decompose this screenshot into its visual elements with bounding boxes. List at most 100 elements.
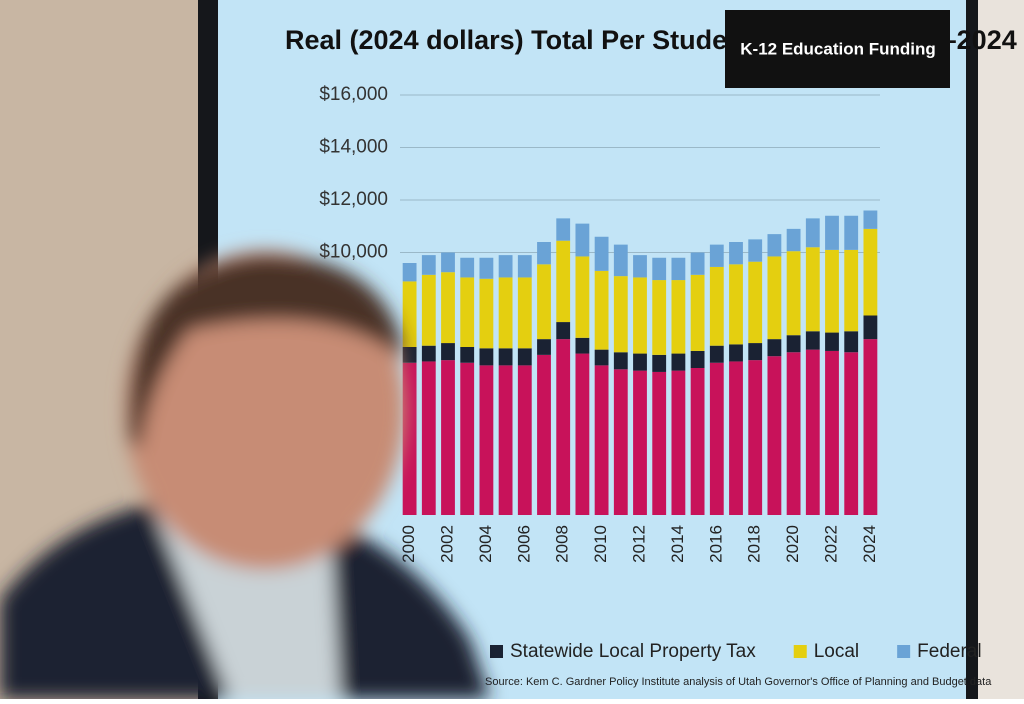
x-tick-label: 2016: [706, 525, 725, 563]
bar-segment: [460, 347, 475, 363]
source-note: Source: Kem C. Gardner Policy Institute …: [485, 676, 992, 688]
bar-segment: [421, 345, 436, 362]
bar-segment: [690, 368, 705, 515]
badge-text: K-12 Education Funding: [740, 39, 936, 58]
person-head: [125, 250, 405, 570]
bar-segment: [844, 215, 859, 250]
bar-segment: [729, 344, 743, 362]
bar-segment: [863, 228, 878, 316]
bar-segment: [460, 277, 475, 347]
bar-segment: [767, 234, 782, 257]
bar-segment: [767, 356, 782, 515]
bar-segment: [748, 360, 763, 515]
bar-segment: [652, 371, 667, 515]
bar-segment: [805, 331, 820, 350]
bar-segment: [517, 348, 532, 366]
bar-segment: [537, 264, 551, 340]
bar-segment: [709, 345, 724, 363]
bar-segment: [460, 362, 475, 515]
bar-segment: [786, 352, 801, 515]
x-tick-label: 2000: [399, 525, 418, 563]
bar-segment: [709, 266, 724, 346]
bar-segment: [786, 251, 801, 336]
bar-segment: [748, 261, 763, 344]
bar-segment: [825, 332, 839, 351]
x-tick-label: 2006: [514, 525, 533, 563]
chart: Real (2024 dollars) Total Per Student Fu…: [285, 10, 1017, 688]
bar-segment: [556, 339, 571, 515]
legend-swatch: [897, 645, 911, 658]
bar-segment: [594, 365, 609, 515]
x-tick-label: 2020: [783, 525, 802, 563]
bar-segment: [498, 277, 513, 349]
bar-segment: [441, 252, 455, 273]
bar-segment: [613, 244, 628, 277]
bar-segment: [613, 352, 628, 370]
bar-segment: [825, 249, 839, 333]
x-tick-label: 2014: [668, 525, 687, 563]
bar-segment: [690, 350, 705, 368]
bar-segment: [498, 365, 513, 515]
bar-segment: [825, 350, 839, 515]
person-blurred: [0, 250, 490, 699]
bar-segment: [575, 223, 590, 257]
bar-segment: [575, 353, 590, 515]
bar-segment: [844, 352, 859, 515]
bar-segment: [748, 239, 763, 262]
bar-segment: [671, 370, 686, 515]
bar-segment: [402, 263, 417, 282]
bar-segment: [786, 335, 801, 353]
bar-segment: [517, 365, 532, 515]
bar-segment: [479, 257, 494, 279]
bar-segment: [690, 274, 705, 351]
bar-segment: [421, 361, 436, 515]
bar-segment: [652, 354, 667, 372]
bar-segment: [633, 353, 647, 371]
bar-segment: [498, 255, 513, 278]
bar-segment: [863, 339, 878, 515]
bar-segment: [633, 370, 647, 515]
bar-segment: [633, 277, 647, 354]
bar-segment: [863, 210, 878, 229]
bar-segment: [517, 277, 532, 349]
bar-segment: [633, 255, 647, 278]
bar-segment: [479, 365, 494, 515]
bar-segment: [402, 362, 417, 515]
bar-segment: [594, 236, 609, 271]
bar-segment: [729, 361, 743, 515]
x-tick-label: 2004: [476, 525, 495, 563]
bar-segment: [863, 315, 878, 340]
bar-segment: [671, 280, 686, 354]
x-tick-label: 2024: [860, 525, 879, 563]
bar-segment: [805, 218, 820, 248]
bar-segment: [421, 274, 436, 346]
bar-segment: [575, 256, 590, 338]
bar-segment: [825, 215, 839, 250]
y-tick-label: $14,000: [319, 137, 388, 158]
bar-segment: [479, 348, 494, 366]
y-tick-label: $12,000: [319, 189, 388, 210]
bar-segment: [748, 343, 763, 361]
x-tick-label: 2022: [821, 525, 840, 563]
bar-segment: [844, 249, 859, 332]
bar-segment: [652, 280, 667, 355]
bar-segment: [556, 322, 571, 340]
x-tick-label: 2002: [437, 525, 456, 563]
x-tick-label: 2010: [591, 525, 610, 563]
bar-segment: [709, 244, 724, 267]
bar-segment: [498, 348, 513, 366]
x-tick-label: 2018: [745, 525, 764, 563]
bar-segment: [556, 240, 571, 323]
bar-segment: [556, 218, 571, 241]
bar-segment: [594, 270, 609, 350]
wall-right: [975, 0, 1024, 699]
bar-segment: [479, 278, 494, 349]
legend-swatch: [490, 645, 503, 658]
bar-segment: [690, 252, 705, 275]
legend-swatch: [793, 645, 807, 658]
bar-segment: [402, 281, 417, 347]
x-tick-label: 2008: [553, 525, 572, 563]
bar-segment: [441, 360, 455, 515]
bar-segment: [575, 337, 590, 354]
